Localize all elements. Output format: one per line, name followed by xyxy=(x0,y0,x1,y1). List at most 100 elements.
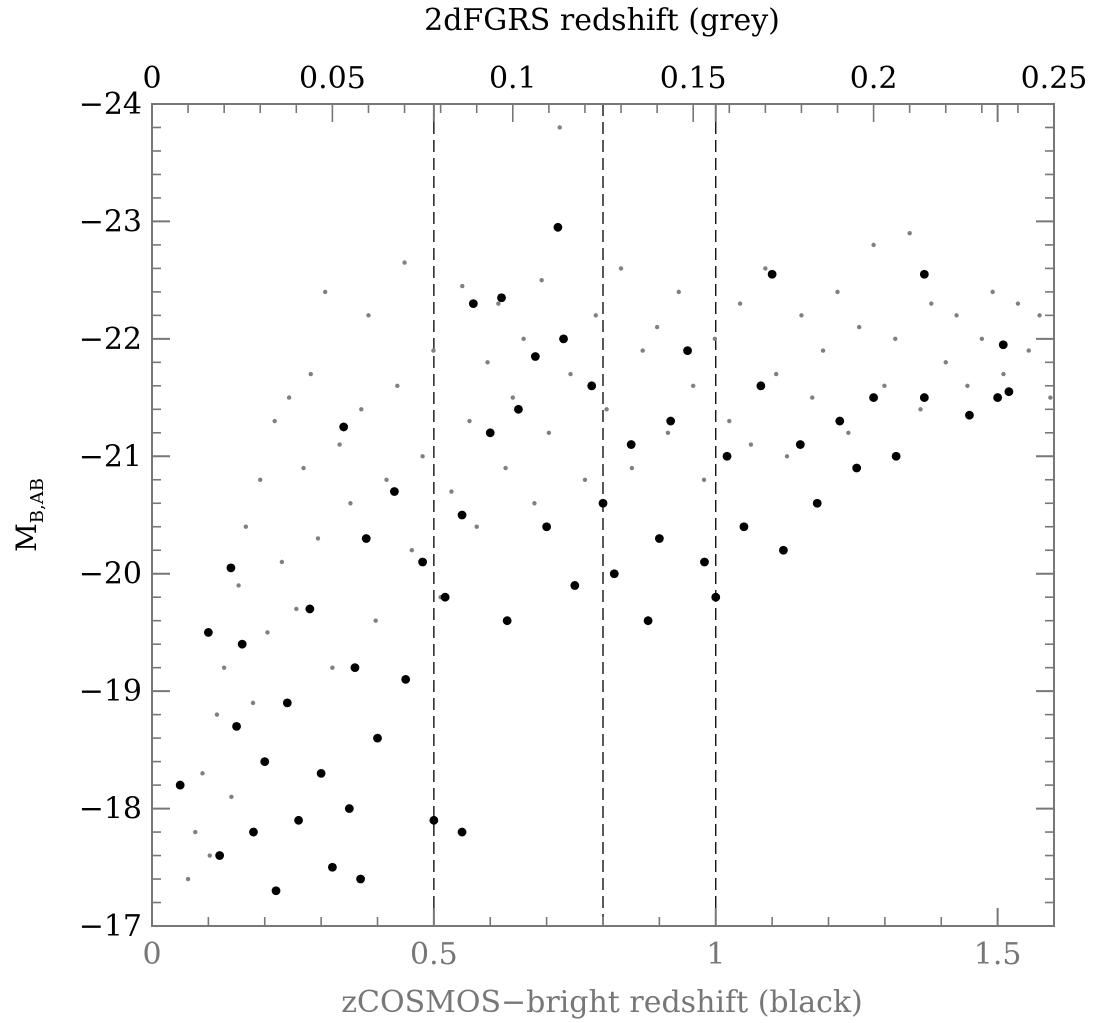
black-point-36 xyxy=(570,581,580,590)
black-point-3 xyxy=(226,563,236,573)
black-point-17 xyxy=(356,874,365,884)
grey-point-28 xyxy=(402,260,407,265)
reference-lines xyxy=(433,104,717,926)
black-point-59 xyxy=(919,393,929,402)
grey-point-22 xyxy=(348,501,353,506)
grey-point-7 xyxy=(236,583,241,588)
grey-point-11 xyxy=(265,630,270,635)
black-point-19 xyxy=(373,733,382,743)
grey-point-80 xyxy=(979,336,985,342)
grey-point-77 xyxy=(943,360,948,365)
black-point-25 xyxy=(457,510,467,520)
grey-point-15 xyxy=(294,606,299,612)
grey-point-75 xyxy=(918,407,923,412)
x2-tick-label-5: 0.25 xyxy=(1021,61,1088,96)
grey-point-58 xyxy=(712,336,718,342)
grey-point-71 xyxy=(871,242,876,248)
grey-point-50 xyxy=(618,266,624,271)
black-point-21 xyxy=(401,675,411,684)
black-point-5 xyxy=(237,639,247,649)
grey-point-34 xyxy=(460,283,465,289)
bottom-axis-title: zCOSMOS−bright redshift (black) xyxy=(341,985,863,1020)
black-point-39 xyxy=(609,569,619,579)
grey-point-37 xyxy=(485,360,490,365)
grey-point-14 xyxy=(286,395,292,400)
black-point-10 xyxy=(294,815,303,825)
y-axis-title-main: M xyxy=(10,523,43,552)
black-point-37 xyxy=(587,381,597,391)
black-point-54 xyxy=(835,416,845,426)
black-point-23 xyxy=(429,815,439,825)
grey-point-82 xyxy=(1001,371,1006,377)
y-tick-label-7: −17 xyxy=(79,909,142,944)
x-tick-label-3: 1.5 xyxy=(974,937,1022,972)
grey-point-56 xyxy=(691,383,696,389)
black-point-55 xyxy=(852,463,862,473)
x2-tick-label-2: 0.1 xyxy=(489,61,537,96)
black-point-45 xyxy=(700,557,709,567)
black-point-53 xyxy=(812,498,822,508)
grey-point-73 xyxy=(893,336,898,342)
grey-point-54 xyxy=(665,430,671,435)
grey-point-21 xyxy=(337,442,342,447)
black-point-27 xyxy=(468,299,478,309)
black-point-12 xyxy=(316,768,326,778)
black-point-0 xyxy=(175,780,185,790)
grey-point-13 xyxy=(279,559,285,565)
black-point-4 xyxy=(232,721,241,731)
black-point-35 xyxy=(559,334,568,344)
y-tick-label-4: −20 xyxy=(79,557,142,592)
grey-point-83 xyxy=(1015,301,1021,306)
black-point-9 xyxy=(282,698,292,708)
grey-point-76 xyxy=(929,301,934,306)
grey-point-70 xyxy=(856,324,862,330)
grey-point-1 xyxy=(193,829,198,835)
black-point-48 xyxy=(739,522,749,532)
black-point-30 xyxy=(502,616,512,626)
black-point-43 xyxy=(666,416,676,426)
black-point-58 xyxy=(919,269,929,279)
grey-point-67 xyxy=(820,348,826,353)
black-point-57 xyxy=(891,451,901,461)
axes: 0 0.5 1 1.5 0 0.05 0.1 0.15 0.2 0.25 −24 −23 −22 −21 −… xyxy=(79,61,1088,972)
grey-point-27 xyxy=(395,383,400,389)
black-point-16 xyxy=(350,663,360,673)
black-point-56 xyxy=(869,393,878,402)
grey-point-48 xyxy=(593,313,598,318)
black-point-34 xyxy=(553,222,563,232)
black-point-40 xyxy=(626,440,636,449)
grey-point-52 xyxy=(640,348,645,353)
grey-point-29 xyxy=(409,548,414,553)
grey-point-42 xyxy=(532,501,537,506)
black-point-61 xyxy=(993,393,1003,402)
black-point-22 xyxy=(418,557,427,567)
black-point-44 xyxy=(683,346,692,355)
y-tick-label-2: −22 xyxy=(79,322,142,357)
y-axis-title: MB,AB xyxy=(10,478,48,552)
top-axis-title: 2dFGRS redshift (grey) xyxy=(424,3,780,38)
black-point-24 xyxy=(440,592,450,602)
grey-point-85 xyxy=(1037,313,1042,318)
grey-point-9 xyxy=(250,700,256,706)
grey-point-47 xyxy=(582,477,588,482)
black-point-60 xyxy=(965,410,974,420)
black-point-33 xyxy=(542,522,552,532)
grey-point-78 xyxy=(954,313,959,318)
black-point-13 xyxy=(328,862,337,872)
black-point-20 xyxy=(390,487,399,496)
grey-point-63 xyxy=(773,371,779,377)
grey-point-57 xyxy=(701,477,707,482)
grey-point-72 xyxy=(882,383,887,389)
grey-point-5 xyxy=(221,665,227,670)
grey-point-55 xyxy=(676,289,681,295)
grey-point-59 xyxy=(727,418,732,424)
grey-point-79 xyxy=(965,383,970,389)
grey-point-39 xyxy=(503,465,508,471)
y-tick-label-3: −21 xyxy=(79,439,142,474)
grey-point-66 xyxy=(810,395,815,400)
y-tick-label-1: −23 xyxy=(79,204,142,239)
grey-point-49 xyxy=(604,407,609,412)
grey-point-43 xyxy=(539,277,544,283)
black-point-46 xyxy=(711,592,721,602)
